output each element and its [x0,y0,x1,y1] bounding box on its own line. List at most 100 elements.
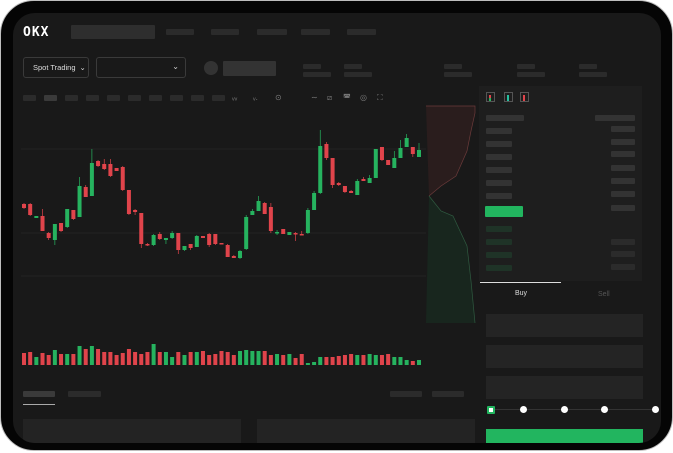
volume-bar [404,360,409,365]
price-chart[interactable] [13,13,661,443]
active-tab-underline [480,282,561,283]
ask-amount [611,165,635,171]
slider-stop[interactable] [561,406,568,413]
interval-button[interactable] [170,95,183,101]
tab-sell[interactable]: Sell [598,291,610,298]
buy-submit-button[interactable] [486,429,643,443]
volume-bar [231,355,236,365]
pair-select[interactable]: ⌄ [96,57,186,78]
nav-item[interactable] [166,29,194,35]
bid-amount [611,251,635,257]
depth-asks-line [426,105,476,197]
interval-button[interactable] [191,95,204,101]
interval-button[interactable] [23,95,36,101]
candle-body [268,207,273,231]
tab-order-history[interactable] [68,391,101,397]
app-screen: OKX Spot Trading ⌄ ⌄ ᵥᵥ ᵥ. ⊙ ∼ ⧄ ◚ ◎ ⛶ [13,13,661,443]
pair-price [223,61,276,76]
search-input[interactable] [71,25,155,39]
tab-buy[interactable]: Buy [515,290,528,297]
volume-bar [120,353,125,365]
volume-bar [268,355,273,365]
candle-body [219,243,224,245]
candle-body [120,167,125,190]
bids-only-icon[interactable] [504,92,513,102]
settings-icon[interactable]: ⊙ [275,93,282,102]
interval-button[interactable] [65,95,78,101]
stat-label [344,64,362,69]
bid-price [486,226,512,232]
candle-body [318,146,323,193]
nav-item[interactable] [257,29,287,35]
volume-bar [361,355,366,365]
volume-bar [133,352,138,365]
candle-body [244,217,249,249]
filter-button[interactable] [432,391,464,397]
candle-body [163,238,168,240]
interval-button[interactable] [86,95,99,101]
depth-asks-area [426,106,475,196]
volume-bar [293,358,298,365]
volume-bar [324,357,329,365]
candle-body [275,232,280,234]
orderbook-header [486,115,524,121]
candle-body [77,186,82,217]
leverage-slider-track[interactable] [491,409,659,410]
volume-bar [342,355,347,365]
volume-bar [207,355,212,365]
candle-body [176,233,181,250]
template-icon[interactable]: ᵥ. [253,93,258,102]
candle-body [89,163,94,196]
camera-icon[interactable]: ◚ [343,93,351,102]
line-icon[interactable]: ∼ [311,93,318,102]
volume-bar [410,361,415,365]
nav-item[interactable] [347,29,376,35]
ruler-icon[interactable]: ⧄ [327,93,333,102]
volume-bar [157,352,162,365]
volume-bar [281,355,286,365]
nav-item[interactable] [211,29,239,35]
stat-label [517,64,535,69]
asks-only-icon[interactable] [520,92,529,102]
interval-button[interactable] [149,95,162,101]
volume-bar [287,354,292,365]
volume-bar [139,354,144,365]
volume-bar [59,354,64,365]
spot-trading-dropdown[interactable]: Spot Trading ⌄ [23,57,89,78]
fullscreen-icon[interactable]: ⛶ [377,93,383,102]
volume-bar [46,355,51,365]
slider-stop[interactable] [520,406,527,413]
filter-button[interactable] [390,391,422,397]
target-icon[interactable]: ◎ [360,93,367,102]
candle-body [182,246,187,250]
price-input[interactable] [486,314,643,337]
slider-stop[interactable] [652,406,659,413]
okx-logo: OKX [23,25,50,40]
slider-stop[interactable] [601,406,608,413]
nav-item[interactable] [301,29,330,35]
both-sides-icon[interactable] [486,92,495,102]
ask-amount [611,139,635,145]
candle-body [410,147,415,154]
depth-bids-area [426,196,475,323]
volume-bar [305,363,310,365]
interval-button[interactable] [128,95,141,101]
volume-bar [256,351,261,365]
volume-bar [96,349,101,365]
amount-input[interactable] [486,345,643,368]
interval-button[interactable] [107,95,120,101]
tab-open-orders[interactable] [23,391,55,397]
candle-body [417,150,421,157]
interval-button[interactable] [44,95,57,101]
candle-body [379,147,384,160]
candle-body [349,191,354,193]
total-input[interactable] [486,376,643,399]
volume-bar [349,354,354,365]
candle-body [281,229,286,234]
indicator-icon[interactable]: ᵥᵥ [232,93,238,102]
volume-bar [225,352,230,365]
leverage-slider-handle[interactable] [487,406,495,414]
bid-price [486,252,512,258]
stat-value [444,72,472,77]
interval-button[interactable] [212,95,225,101]
